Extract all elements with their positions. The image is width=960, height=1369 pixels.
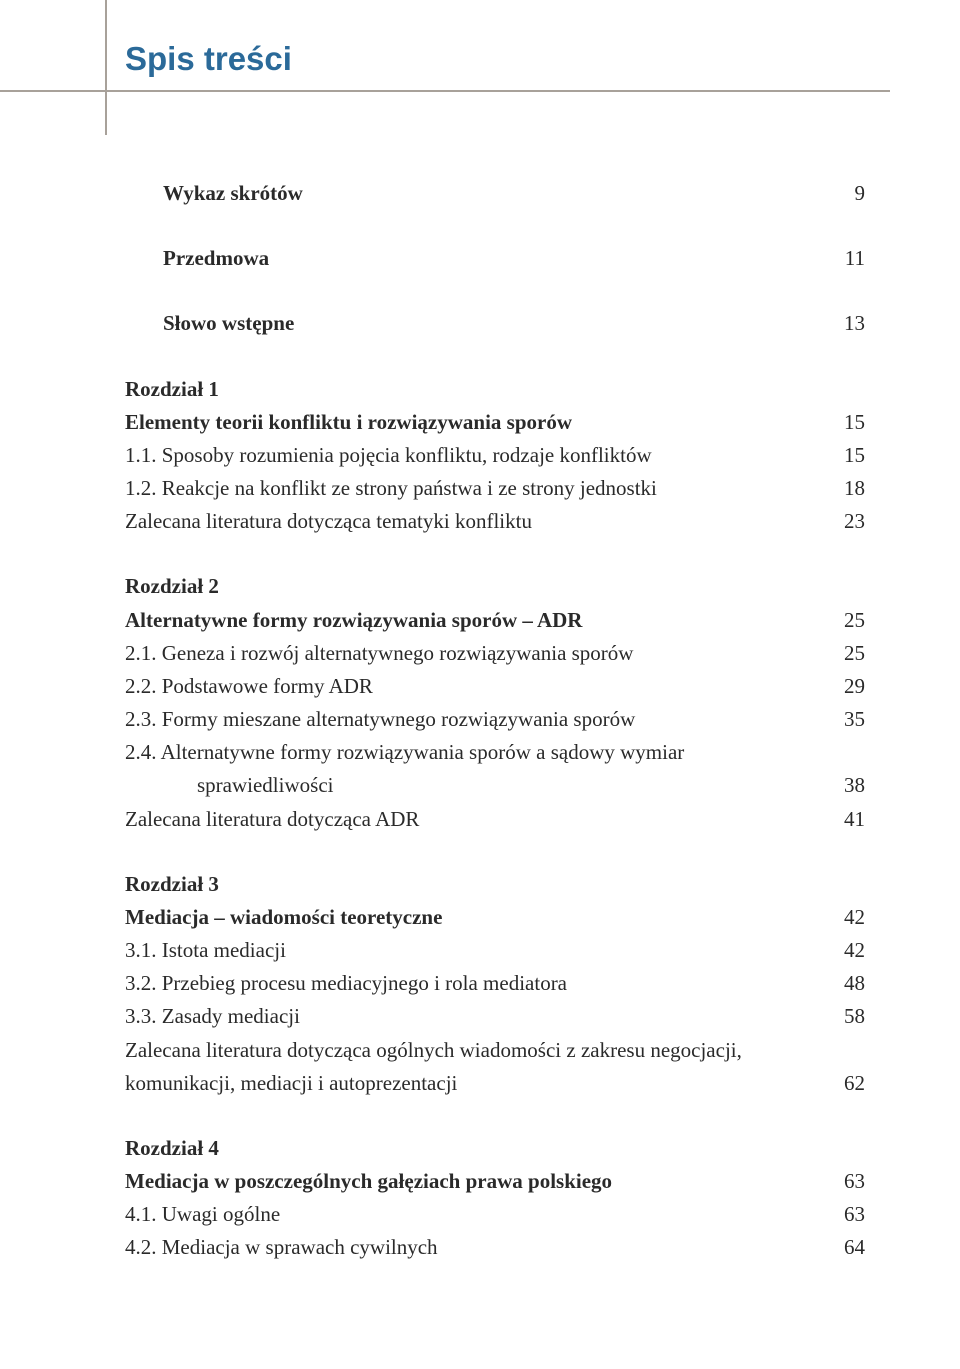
toc-item-row: Zalecana literatura dotycząca ADR 41 bbox=[125, 803, 865, 836]
toc-item-row: 2.1. Geneza i rozwój alternatywnego rozw… bbox=[125, 637, 865, 670]
toc-item-row: 2.3. Formy mieszane alternatywnego rozwi… bbox=[125, 703, 865, 736]
toc-label: 3.1. Istota mediacji bbox=[125, 934, 286, 967]
toc-label: 1.2. Reakcje na konflikt ze strony państ… bbox=[125, 472, 657, 505]
toc-row-multiline: 2.4. Alternatywne formy rozwiązywania sp… bbox=[125, 736, 865, 802]
toc-page-number: 63 bbox=[844, 1165, 865, 1198]
toc-item-row: 3.3. Zasady mediacji 58 bbox=[125, 1000, 865, 1033]
toc-page-number: 15 bbox=[844, 439, 865, 472]
chapter-title-row: Elementy teorii konfliktu i rozwiązywani… bbox=[125, 406, 865, 439]
toc-label: 4.2. Mediacja w sprawach cywilnych bbox=[125, 1231, 438, 1264]
chapter-title-row: Alternatywne formy rozwiązywania sporów … bbox=[125, 604, 865, 637]
toc-label: Przedmowa bbox=[163, 242, 269, 275]
toc-label: 1.1. Sposoby rozumienia pojęcia konflikt… bbox=[125, 439, 652, 472]
spacer bbox=[125, 836, 865, 868]
toc-label: Mediacja – wiadomości teoretyczne bbox=[125, 901, 442, 934]
chapter-number: Rozdział 4 bbox=[125, 1132, 865, 1165]
toc-row: sprawiedliwości 38 bbox=[125, 769, 865, 802]
toc-page-number: 42 bbox=[844, 901, 865, 934]
toc-item-row: 3.2. Przebieg procesu mediacyjnego i rol… bbox=[125, 967, 865, 1000]
toc-item-row: 2.2. Podstawowe formy ADR 29 bbox=[125, 670, 865, 703]
toc-label-line1: 2.4. Alternatywne formy rozwiązywania sp… bbox=[125, 736, 865, 769]
chapter-number: Rozdział 2 bbox=[125, 570, 865, 603]
toc-item-row: 4.1. Uwagi ogólne 63 bbox=[125, 1198, 865, 1231]
toc-label-line2: komunikacji, mediacji i autoprezentacji bbox=[125, 1067, 457, 1100]
toc-label-line2: sprawiedliwości bbox=[197, 769, 333, 802]
chapter-number: Rozdział 1 bbox=[125, 373, 865, 406]
toc-label: 4.1. Uwagi ogólne bbox=[125, 1198, 280, 1231]
toc-front-matter-row: Przedmowa 11 bbox=[125, 242, 865, 275]
toc-page-number: 23 bbox=[844, 505, 865, 538]
toc-item-row: 3.1. Istota mediacji 42 bbox=[125, 934, 865, 967]
spacer bbox=[125, 275, 865, 307]
vertical-rule bbox=[105, 0, 107, 135]
spacer bbox=[125, 538, 865, 570]
toc-label: Alternatywne formy rozwiązywania sporów … bbox=[125, 604, 582, 637]
heading-block: Spis treści bbox=[125, 40, 865, 92]
page-title: Spis treści bbox=[125, 40, 865, 92]
document-page: Spis treści Wykaz skrótów 9 Przedmowa 11 Sło… bbox=[0, 0, 960, 1357]
toc-page-number: 11 bbox=[845, 242, 865, 275]
toc-label: Słowo wstępne bbox=[163, 307, 294, 340]
toc-label: Zalecana literatura dotycząca ADR bbox=[125, 803, 419, 836]
toc-page-number: 9 bbox=[855, 177, 866, 210]
toc-front-matter-row: Słowo wstępne 13 bbox=[125, 307, 865, 340]
toc-label: Zalecana literatura dotycząca tematyki k… bbox=[125, 505, 532, 538]
toc-label: 2.3. Formy mieszane alternatywnego rozwi… bbox=[125, 703, 635, 736]
toc-item-row: 4.2. Mediacja w sprawach cywilnych 64 bbox=[125, 1231, 865, 1264]
spacer bbox=[125, 1265, 865, 1297]
spacer bbox=[125, 341, 865, 373]
chapter-title-row: Mediacja – wiadomości teoretyczne 42 bbox=[125, 901, 865, 934]
toc-front-matter-row: Wykaz skrótów 9 bbox=[125, 177, 865, 210]
toc-page-number: 63 bbox=[844, 1198, 865, 1231]
toc-label: Wykaz skrótów bbox=[163, 177, 303, 210]
table-of-contents: Wykaz skrótów 9 Przedmowa 11 Słowo wstępne 13… bbox=[125, 177, 865, 1297]
toc-page-number: 29 bbox=[844, 670, 865, 703]
toc-page-number: 48 bbox=[844, 967, 865, 1000]
toc-page-number: 58 bbox=[844, 1000, 865, 1033]
spacer bbox=[125, 1100, 865, 1132]
toc-label: Mediacja w poszczególnych gałęziach praw… bbox=[125, 1165, 612, 1198]
toc-label-line1: Zalecana literatura dotycząca ogólnych w… bbox=[125, 1034, 865, 1067]
toc-item-row: 1.2. Reakcje na konflikt ze strony państ… bbox=[125, 472, 865, 505]
chapter-title-row: Mediacja w poszczególnych gałęziach praw… bbox=[125, 1165, 865, 1198]
chapter-number: Rozdział 3 bbox=[125, 868, 865, 901]
toc-page-number: 25 bbox=[844, 637, 865, 670]
toc-page-number: 42 bbox=[844, 934, 865, 967]
toc-page-number: 18 bbox=[844, 472, 865, 505]
toc-row: komunikacji, mediacji i autoprezentacji 6… bbox=[125, 1067, 865, 1100]
toc-item-row: 1.1. Sposoby rozumienia pojęcia konflikt… bbox=[125, 439, 865, 472]
toc-label: 2.1. Geneza i rozwój alternatywnego rozw… bbox=[125, 637, 633, 670]
spacer bbox=[125, 210, 865, 242]
toc-label: 3.2. Przebieg procesu mediacyjnego i rol… bbox=[125, 967, 567, 1000]
toc-label: 2.2. Podstawowe formy ADR bbox=[125, 670, 373, 703]
toc-page-number: 62 bbox=[844, 1067, 865, 1100]
toc-page-number: 25 bbox=[844, 604, 865, 637]
horizontal-rule bbox=[0, 90, 890, 92]
toc-page-number: 64 bbox=[844, 1231, 865, 1264]
toc-page-number: 41 bbox=[844, 803, 865, 836]
toc-label: 3.3. Zasady mediacji bbox=[125, 1000, 300, 1033]
toc-item-row: Zalecana literatura dotycząca tematyki k… bbox=[125, 505, 865, 538]
toc-page-number: 15 bbox=[844, 406, 865, 439]
toc-page-number: 38 bbox=[844, 769, 865, 802]
toc-page-number: 35 bbox=[844, 703, 865, 736]
toc-row-multiline: Zalecana literatura dotycząca ogólnych w… bbox=[125, 1034, 865, 1100]
toc-page-number: 13 bbox=[844, 307, 865, 340]
toc-label: Elementy teorii konfliktu i rozwiązywani… bbox=[125, 406, 572, 439]
